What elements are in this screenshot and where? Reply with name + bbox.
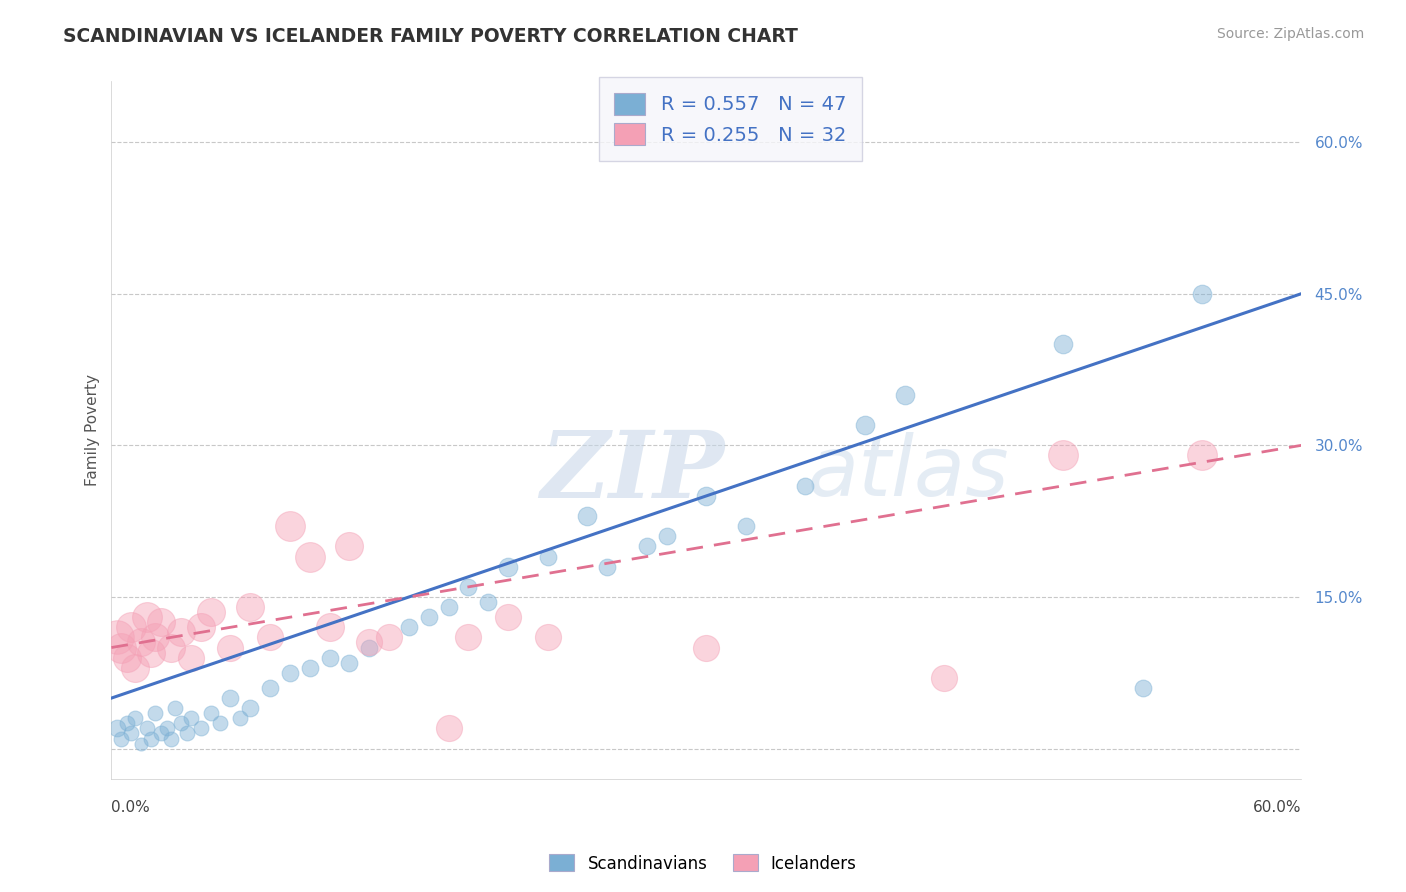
Point [239, 701, 262, 715]
Point [636, 540, 658, 554]
Point [259, 631, 281, 645]
Point [124, 711, 146, 725]
Point [180, 650, 202, 665]
Point [163, 701, 186, 715]
Point [1052, 337, 1074, 351]
Legend: R = 0.557   N = 47, R = 0.255   N = 32: R = 0.557 N = 47, R = 0.255 N = 32 [599, 78, 862, 161]
Point [239, 600, 262, 615]
Point [934, 671, 956, 685]
Text: atlas: atlas [807, 432, 1010, 513]
Point [655, 529, 678, 543]
Point [209, 716, 232, 731]
Point [149, 726, 172, 740]
Point [537, 631, 560, 645]
Point [110, 731, 132, 746]
Point [219, 691, 242, 706]
Text: ZIP: ZIP [540, 427, 724, 517]
Point [170, 716, 193, 731]
Point [398, 620, 420, 634]
Point [298, 549, 321, 564]
Point [457, 631, 479, 645]
Point [1132, 681, 1154, 695]
Point [139, 646, 162, 660]
Text: 60.0%: 60.0% [1253, 800, 1301, 815]
Point [496, 559, 519, 574]
Point [129, 737, 152, 751]
Point [378, 631, 401, 645]
Point [437, 600, 460, 615]
Text: 0.0%: 0.0% [111, 800, 150, 815]
Point [124, 661, 146, 675]
Point [298, 661, 321, 675]
Point [117, 650, 139, 665]
Point [170, 625, 193, 640]
Point [136, 722, 159, 736]
Point [477, 595, 499, 609]
Point [143, 631, 166, 645]
Point [695, 640, 717, 655]
Point [853, 418, 876, 433]
Point [156, 722, 179, 736]
Point [278, 665, 301, 680]
Point [105, 722, 128, 736]
Point [337, 656, 360, 670]
Point [1191, 286, 1213, 301]
Point [576, 509, 599, 524]
Point [176, 726, 198, 740]
Point [180, 711, 202, 725]
Point [105, 631, 128, 645]
Point [337, 540, 360, 554]
Point [117, 716, 139, 731]
Point [120, 726, 142, 740]
Point [143, 706, 166, 721]
Point [136, 610, 159, 624]
Point [200, 706, 222, 721]
Legend: Scandinavians, Icelanders: Scandinavians, Icelanders [543, 847, 863, 880]
Point [418, 610, 440, 624]
Point [794, 479, 817, 493]
Point [596, 559, 619, 574]
Point [120, 620, 142, 634]
Point [110, 640, 132, 655]
Point [229, 711, 252, 725]
Point [160, 640, 183, 655]
Point [537, 549, 560, 564]
Point [139, 731, 162, 746]
Point [735, 519, 758, 533]
Point [219, 640, 242, 655]
Point [190, 620, 212, 634]
Point [278, 519, 301, 533]
Text: SCANDINAVIAN VS ICELANDER FAMILY POVERTY CORRELATION CHART: SCANDINAVIAN VS ICELANDER FAMILY POVERTY… [63, 27, 799, 45]
Point [437, 722, 460, 736]
Point [1052, 449, 1074, 463]
Point [457, 580, 479, 594]
Point [160, 731, 183, 746]
Point [318, 650, 340, 665]
Point [190, 722, 212, 736]
Point [695, 489, 717, 503]
Point [893, 388, 915, 402]
Point [129, 635, 152, 649]
Y-axis label: Family Poverty: Family Poverty [86, 375, 100, 486]
Point [1191, 449, 1213, 463]
Point [200, 605, 222, 619]
Text: Source: ZipAtlas.com: Source: ZipAtlas.com [1216, 27, 1364, 41]
Point [149, 615, 172, 630]
Point [496, 610, 519, 624]
Point [359, 635, 381, 649]
Point [259, 681, 281, 695]
Point [359, 640, 381, 655]
Point [318, 620, 340, 634]
